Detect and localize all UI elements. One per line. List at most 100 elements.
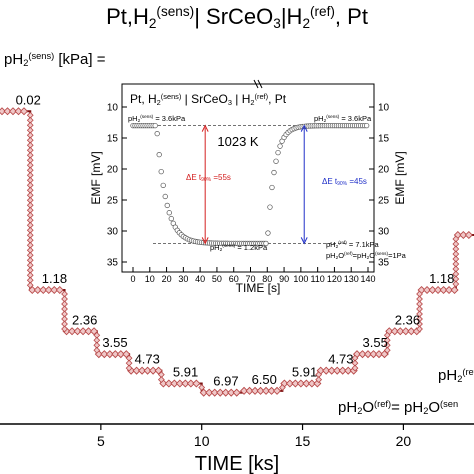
step-label: 5.91 (173, 365, 198, 380)
inset-x-tick-label: 110 (310, 274, 324, 284)
step-label: 6.97 (213, 374, 238, 389)
inset-x-ticks: 0 10 20 30 40 50 60 70 80 90 100 110 120 130 140 (130, 267, 376, 284)
main-title: Pt,H2(sens)| SrCeO3|H2(ref), Pt (106, 4, 368, 31)
inset-point (164, 202, 170, 209)
step-plateau (0, 107, 29, 116)
inset-point (162, 193, 168, 200)
inset-frame (121, 83, 375, 273)
series-label: pH2(sens) [kPa] = (4, 51, 106, 68)
step-label: 4.73 (328, 352, 353, 367)
main-x-axis-label: TIME [ks] (195, 453, 279, 474)
inset-point (158, 168, 164, 175)
step-label: 5.91 (292, 365, 317, 380)
inset-title: Pt, H2(sens) | SrCeO3 | H2(ref), Pt (130, 92, 287, 107)
step-plateau (278, 379, 322, 391)
delta-arrow-left-top (201, 124, 209, 132)
inset-x-tick-label: 120 (327, 274, 342, 284)
annotation-ph2o: pH2O(ref)= pH2O(sen (338, 399, 458, 416)
inset-delta-left: ΔE t90% =55s (186, 173, 231, 183)
inset-x-tick-label: 90 (279, 274, 289, 284)
axis-break-mark (253, 79, 263, 89)
delta-arrow-right-top (300, 124, 308, 132)
inset-points (130, 122, 370, 247)
step-plateau (452, 230, 473, 288)
inset-point (271, 169, 277, 176)
inset-y-tick-label-right: 35 (378, 258, 390, 269)
step-label: 1.18 (429, 271, 454, 286)
inset-label-start-left: pH2(sens) = 3.6kPa (128, 114, 186, 123)
inset-y-tick-label: 30 (107, 227, 119, 238)
step-plateau (416, 285, 459, 333)
inset-point (160, 182, 166, 189)
step-label: 3.55 (102, 335, 127, 350)
inset-x-tick-label: 30 (178, 274, 188, 284)
inset-point (269, 184, 275, 191)
inset-y-tick-label: 10 (107, 103, 119, 114)
inset-label-low-left: pH2(sens) = 1.2kPa (210, 243, 268, 252)
step-plateau (383, 327, 421, 354)
step-plateau (125, 354, 163, 375)
inset-point (265, 230, 271, 236)
step-series (0, 107, 474, 397)
inset-x-tick-label: 80 (262, 274, 272, 284)
main-x-tick-label: 20 (396, 433, 412, 449)
inset-x-tick-label: 70 (245, 274, 255, 284)
inset-point (166, 210, 172, 216)
inset-point (152, 122, 158, 129)
main-x-tick-label: 15 (295, 433, 311, 449)
inset-x-axis-label: TIME [s] (236, 281, 281, 295)
inset-x-tick-label: 0 (130, 274, 135, 284)
inset-delta-markers (201, 124, 308, 245)
inset-point (275, 149, 281, 156)
inset-x-tick-label: 100 (293, 274, 308, 284)
main-x-tick-label: 5 (97, 433, 105, 449)
inset-point (263, 240, 269, 247)
inset-point (154, 130, 160, 137)
inset-y-ticks-right: 10 15 20 25 30 35 (369, 103, 390, 269)
inset-y-tick-label-right: 10 (378, 103, 390, 114)
inset-x-tick-label: 50 (212, 274, 222, 284)
inset-point (277, 143, 283, 149)
main-x-tick-label: 10 (194, 433, 210, 449)
inset-y-tick-label: 25 (107, 196, 119, 207)
inset-x-tick-label: 40 (195, 274, 205, 284)
step-label: 6.50 (252, 372, 277, 387)
inset-delta-right: ΔE t90% =45s (322, 177, 367, 187)
step-plateau (315, 366, 358, 384)
inset-point (168, 215, 174, 222)
step-plateau (157, 371, 201, 388)
inset-y-tick-label-right: 15 (378, 134, 390, 145)
inset-chart: Pt, H2(sens) | SrCeO3 | H2(ref), Pt 10 15… (89, 79, 407, 295)
step-plateau (198, 384, 241, 397)
annotation-ph2-ref: pH2(ref) (438, 367, 474, 384)
inset-label-low-right-1: pH2(ref) = 7.1kPa (326, 240, 380, 249)
inset-x-tick-label: 60 (229, 274, 239, 284)
step-label: 4.73 (135, 352, 160, 367)
inset-point (267, 204, 273, 210)
inset-y-tick-label-right: 30 (378, 227, 390, 238)
inset-point (156, 151, 162, 158)
step-label: 0.02 (16, 92, 41, 107)
inset-x-tick-label: 20 (162, 274, 172, 284)
inset-x-tick-label: 10 (145, 274, 155, 284)
step-label: 1.18 (42, 271, 67, 286)
inset-y-tick-label-right: 25 (378, 196, 390, 207)
inset-y-ticks: 10 15 20 25 30 35 (107, 103, 127, 269)
inset-y-tick-label: 35 (107, 258, 119, 269)
step-plateau (26, 111, 64, 295)
delta-arrow-left-bottom (201, 237, 209, 245)
delta-arrow-right-bottom (300, 237, 308, 245)
step-label: 2.36 (395, 312, 420, 327)
inset-y-tick-label: 20 (107, 165, 119, 176)
inset-label-start-right: pH2(sens) = 3.6kPa (314, 114, 372, 123)
inset-label-low-right-2: pH2O(ref)=pH2O(sens)=1Pa (326, 251, 407, 260)
step-plateau (93, 331, 131, 359)
main-x-ticks: 5 10 15 20 (97, 424, 411, 449)
main-axes: 5 10 15 20 (0, 423, 474, 449)
inset-point (273, 158, 279, 164)
inset-point (364, 122, 370, 129)
step-plateau (240, 386, 282, 395)
inset-temperature: 1023 K (217, 134, 259, 149)
step-plateau (61, 290, 99, 336)
